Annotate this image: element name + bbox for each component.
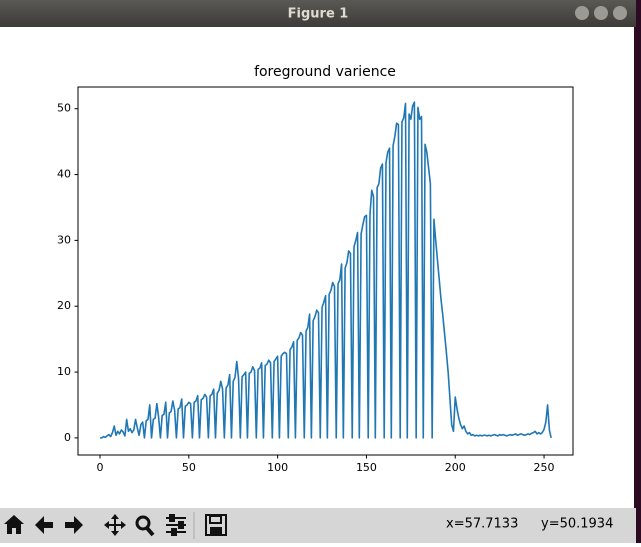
zoom-button[interactable]	[135, 515, 151, 531]
x-tick-label: 200	[445, 461, 466, 474]
maximize-button[interactable]	[594, 6, 608, 20]
minimize-button[interactable]	[575, 6, 589, 20]
status-x: x=57.7133	[446, 517, 518, 532]
forward-button[interactable]	[65, 516, 83, 534]
title-bar	[0, 0, 636, 27]
x-tick-label: 150	[356, 461, 377, 474]
window-title: Figure 1	[288, 7, 349, 22]
configure-button[interactable]	[166, 514, 186, 536]
y-tick-label: 20	[57, 299, 71, 312]
x-tick-label: 0	[97, 461, 104, 474]
desktop-edge	[634, 0, 641, 543]
home-button[interactable]	[4, 515, 24, 534]
toolbar-icons	[4, 514, 227, 537]
chart-title: foreground varience	[254, 64, 396, 80]
pan-button[interactable]	[104, 514, 126, 536]
data-line	[100, 101, 552, 439]
y-tick-label: 40	[57, 168, 71, 181]
close-button[interactable]	[613, 6, 627, 20]
back-button[interactable]	[35, 516, 53, 534]
axes-frame	[77, 86, 574, 456]
x-tick-label: 250	[534, 461, 555, 474]
x-tick-label: 50	[182, 461, 196, 474]
x-tick-label: 100	[267, 461, 288, 474]
status-y: y=50.1934	[541, 517, 613, 532]
y-tick-label: 30	[57, 233, 71, 246]
save-button[interactable]	[205, 514, 227, 536]
y-tick-label: 0	[64, 431, 71, 444]
y-tick-label: 10	[57, 365, 71, 378]
y-tick-label: 50	[57, 102, 71, 115]
